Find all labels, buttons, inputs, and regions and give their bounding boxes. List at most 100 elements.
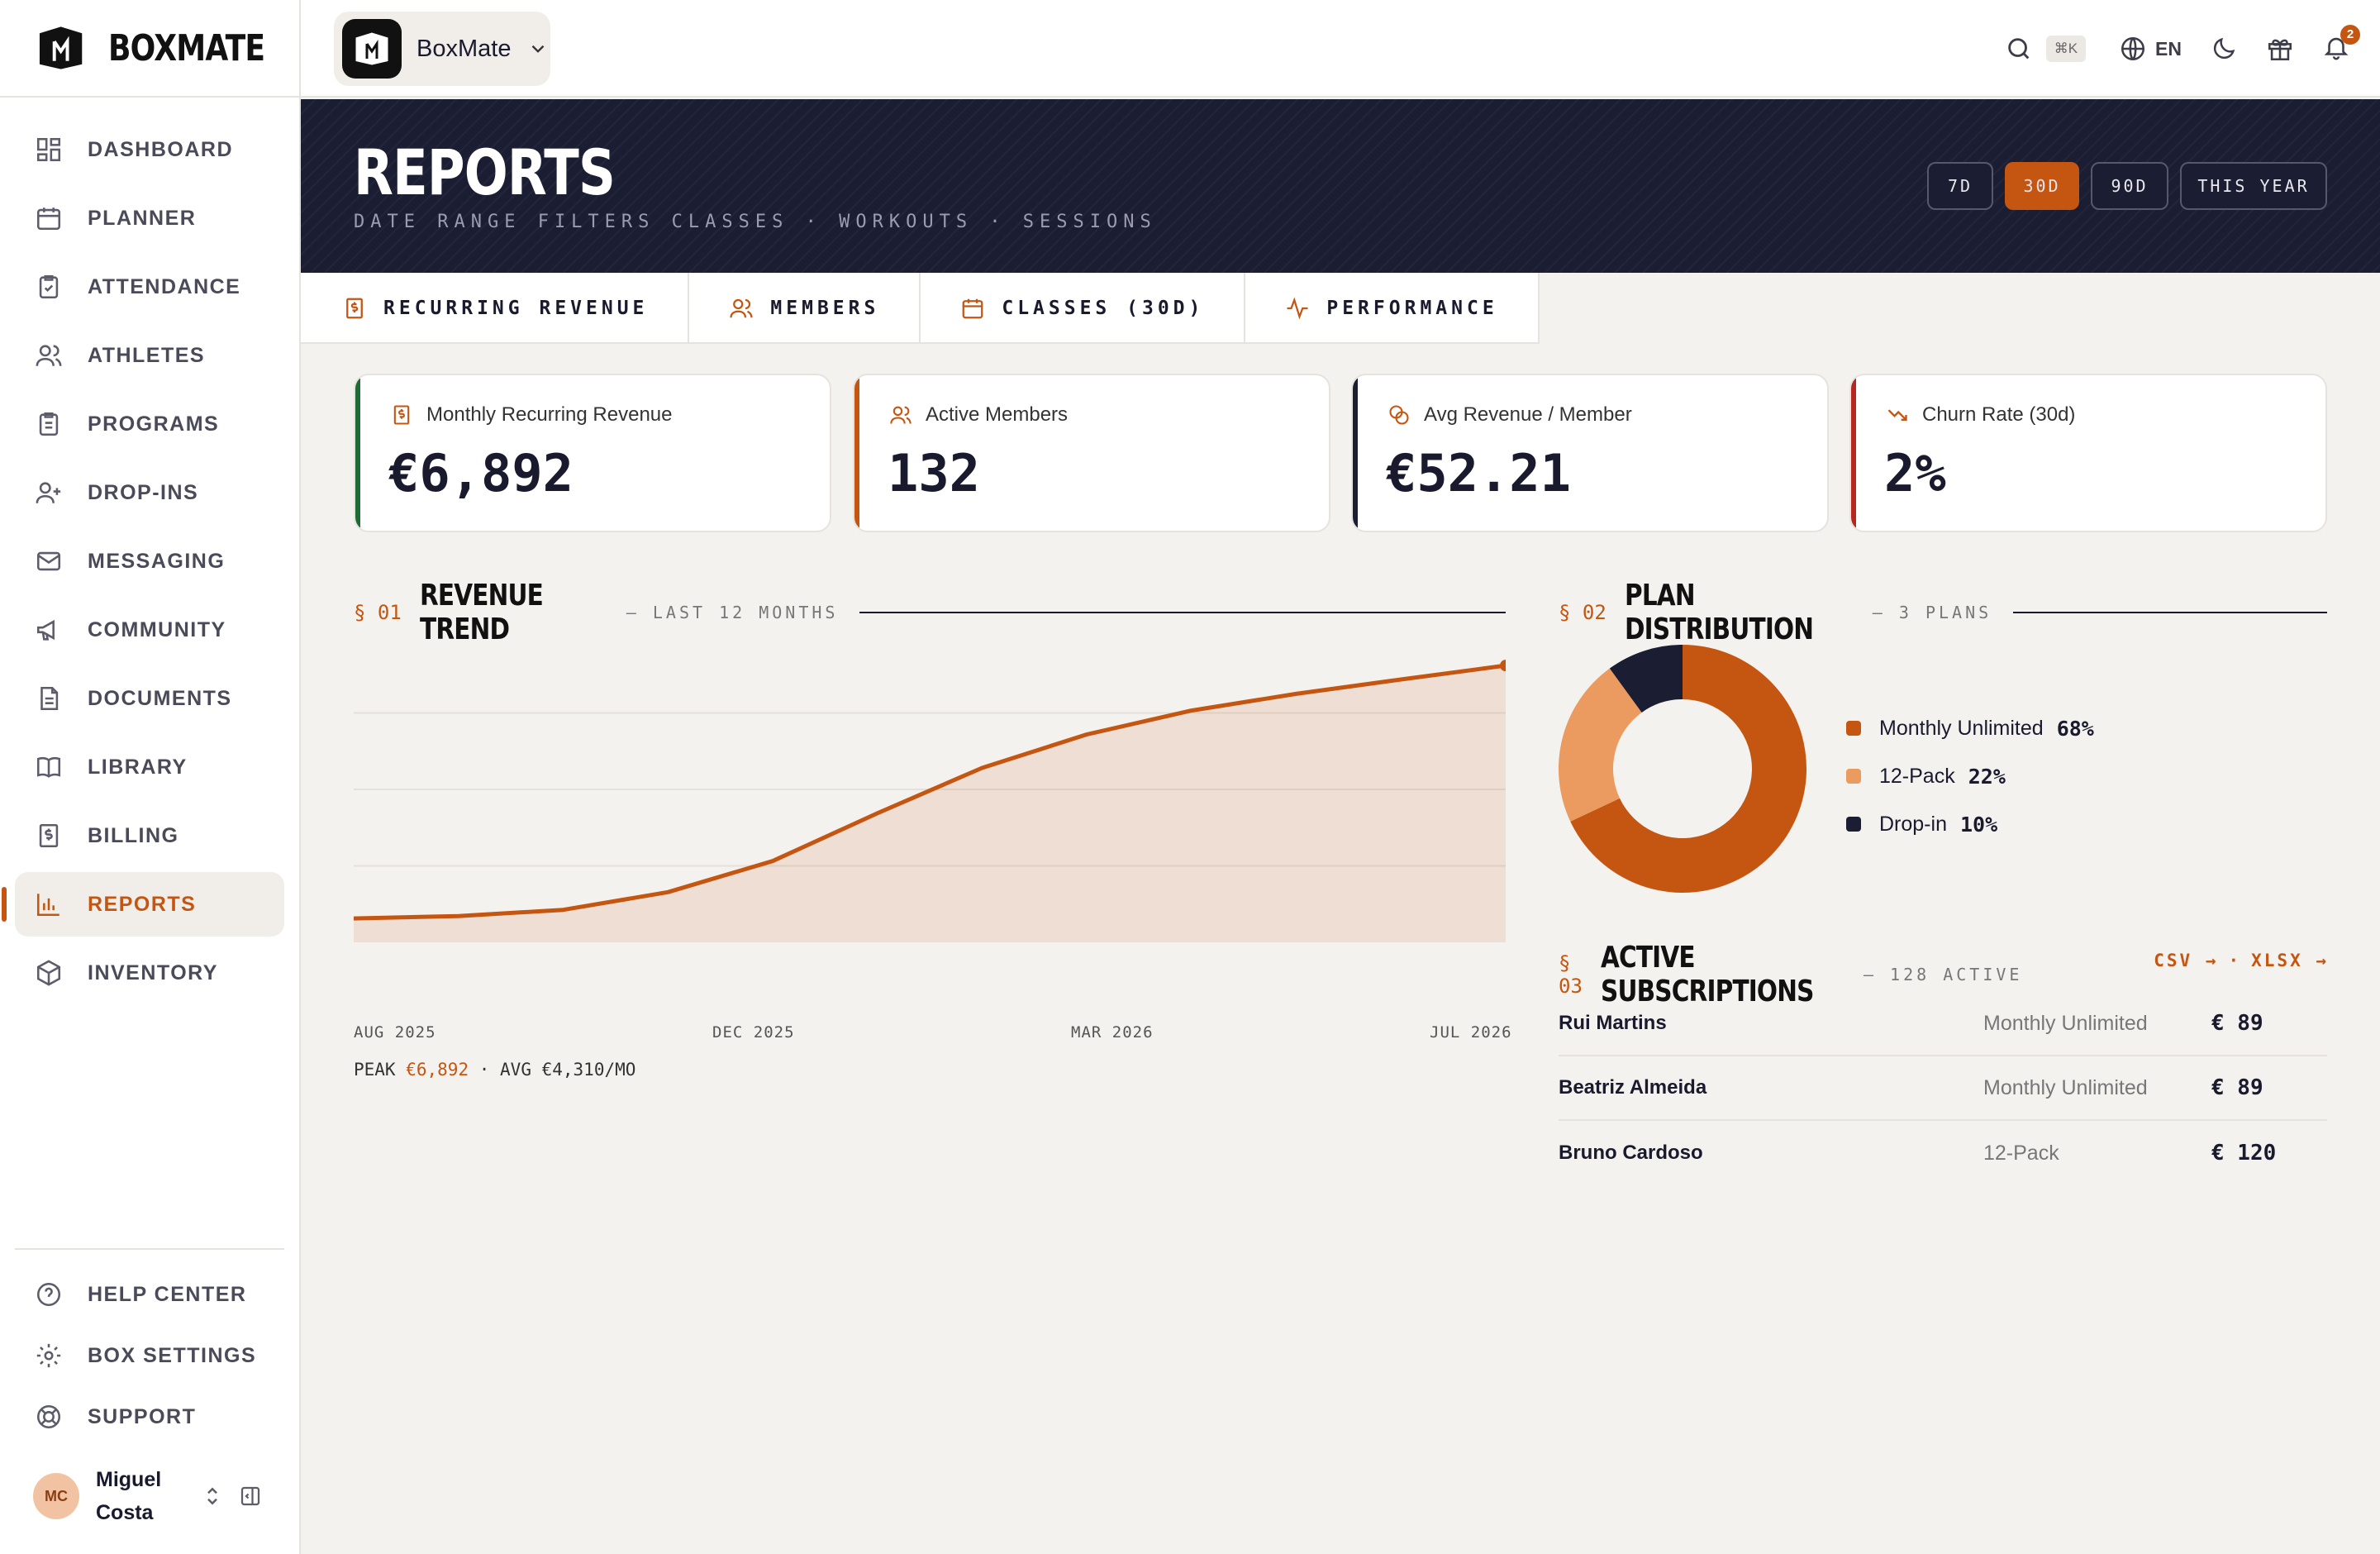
bell-icon (2324, 37, 2349, 60)
moon-icon[interactable] (2210, 35, 2238, 63)
x-tick-label: MAR 2026 (1071, 1023, 1154, 1042)
revenue-summary: PEAK €6,892 · AVG €4,310/MO (354, 1060, 635, 1080)
language-switcher[interactable]: EN (2119, 35, 2182, 63)
range-7d-button[interactable]: 7D (1927, 162, 1993, 210)
sidebar-item-label: INVENTORY (88, 961, 218, 984)
kpi-card-active-members: Active Members 132 (853, 374, 1330, 532)
sidebar-item-inventory[interactable]: INVENTORY (15, 941, 284, 1005)
range-90d-button[interactable]: 90D (2091, 162, 2168, 210)
box-switcher[interactable]: BoxMate (334, 12, 550, 86)
section-subtitle: — 128 ACTIVE (1863, 965, 2023, 984)
table-row[interactable]: Bruno Cardoso 12-Pack € 120 (1559, 1121, 2327, 1185)
tab-performance[interactable]: PERFORMANCE (1245, 273, 1540, 344)
kpi-card-churn-rate: Churn Rate (30d) 2% (1849, 374, 2327, 532)
tab-classes[interactable]: CLASSES (30D) (921, 273, 1246, 344)
collapse-sidebar-icon[interactable] (238, 1484, 263, 1509)
gift-icon[interactable] (2266, 35, 2294, 63)
user-name: Miguel Costa (96, 1463, 187, 1529)
legend-label: 12-Pack (1879, 764, 1955, 788)
users-icon (36, 345, 62, 366)
kpi-value: €6,892 (388, 443, 574, 503)
sidebar-item-athletes[interactable]: ATHLETES (15, 323, 284, 388)
sidebar: BOXMATE DASHBOARD PLANNER ATTENDANCE ATH… (0, 0, 301, 1554)
table-row[interactable]: Beatriz Almeida Monthly Unlimited € 89 (1559, 1056, 2327, 1121)
avg-value: · AVG €4,310/MO (478, 1060, 636, 1080)
tab-recurring-revenue[interactable]: RECURRING REVENUE (301, 273, 690, 344)
page-header: REPORTS DATE RANGE FILTERS CLASSES · WOR… (301, 99, 2380, 273)
sidebar-item-documents[interactable]: DOCUMENTS (15, 666, 284, 731)
sidebar-item-community[interactable]: COMMUNITY (15, 598, 284, 662)
lifebuoy-icon (36, 1404, 61, 1429)
box-logo (342, 19, 402, 79)
kpi-label: Monthly Recurring Revenue (426, 403, 673, 426)
donut-slice (1559, 668, 1642, 822)
tab-members[interactable]: MEMBERS (689, 273, 921, 344)
kpi-header: Active Members (889, 403, 1068, 427)
sidebar-item-reports[interactable]: REPORTS (2, 872, 284, 937)
legend-swatch (1846, 817, 1861, 832)
receipt-icon (346, 298, 363, 319)
kpi-label: Avg Revenue / Member (1424, 403, 1632, 426)
chevron-up-down-icon[interactable] (200, 1484, 225, 1509)
active-subscriptions-header: § 03 ACTIVE SUBSCRIPTIONS — 128 ACTIVE (1559, 941, 2021, 1008)
user-first-name: Miguel (96, 1468, 162, 1491)
peak-value: €6,892 (406, 1060, 469, 1080)
user-menu[interactable]: MC Miguel Costa (33, 1463, 281, 1529)
legend-label: Drop-in (1879, 812, 1947, 836)
tab-label: MEMBERS (770, 298, 880, 319)
receipt-icon (393, 405, 410, 425)
sidebar-item-support[interactable]: SUPPORT (15, 1387, 284, 1447)
sidebar-item-label: DOCUMENTS (88, 686, 232, 710)
notifications-button[interactable]: 2 (2322, 24, 2360, 65)
export-csv-link[interactable]: CSV → (2154, 951, 2219, 970)
range-this-year-button[interactable]: THIS YEAR (2180, 162, 2327, 210)
search-icon[interactable] (2005, 35, 2033, 63)
section-subtitle: — LAST 12 MONTHS (626, 603, 839, 622)
sidebar-item-billing[interactable]: BILLING (15, 803, 284, 868)
page-subtitle: DATE RANGE FILTERS CLASSES · WORKOUTS · … (354, 212, 1157, 232)
section-title: REVENUE TREND (419, 579, 544, 646)
section-number: § 02 (1559, 601, 1606, 624)
kpi-value: 132 (888, 443, 980, 503)
sidebar-item-library[interactable]: LIBRARY (15, 735, 284, 799)
tab-label: RECURRING REVENUE (383, 298, 649, 319)
book-icon (36, 756, 61, 778)
export-xlsx-link[interactable]: XLSX → (2251, 951, 2329, 970)
range-30d-button[interactable]: 30D (2005, 162, 2079, 210)
sidebar-item-box-settings[interactable]: BOX SETTINGS (15, 1326, 284, 1385)
export-links: CSV → · XLSX → (2144, 951, 2329, 970)
brand-name: BOXMATE (108, 26, 265, 69)
kpi-header: Monthly Recurring Revenue (390, 403, 672, 427)
sidebar-item-planner[interactable]: PLANNER (15, 186, 284, 250)
date-range-filter: 7D 30D 90D THIS YEAR (1916, 162, 2327, 210)
x-tick-label: DEC 2025 (712, 1023, 795, 1042)
brand[interactable]: BOXMATE (0, 0, 299, 98)
sidebar-item-dashboard[interactable]: DASHBOARD (15, 117, 284, 182)
document-icon (40, 686, 59, 711)
subscriber-name: Beatriz Almeida (1559, 1076, 1707, 1099)
mail-icon (36, 551, 61, 571)
section-number: § 01 (354, 601, 402, 624)
legend-value: 10% (1959, 812, 1998, 837)
legend-value: 22% (1968, 764, 2006, 789)
users-icon (730, 298, 754, 318)
trending-down-icon (1887, 409, 1907, 421)
sidebar-item-drop-ins[interactable]: DROP-INS (15, 460, 284, 525)
revenue-trend-header: § 01 REVENUE TREND — LAST 12 MONTHS (354, 579, 1506, 646)
notification-badge: 2 (2340, 24, 2360, 45)
sidebar-item-label: BILLING (88, 823, 179, 847)
sidebar-item-label: PLANNER (88, 206, 197, 230)
page-title: REPORTS (354, 136, 616, 209)
section-title-wrap: REVENUE TREND (420, 579, 623, 646)
coins-icon (1389, 405, 1409, 425)
sidebar-item-messaging[interactable]: MESSAGING (15, 529, 284, 593)
sidebar-item-attendance[interactable]: ATTENDANCE (15, 255, 284, 319)
table-row[interactable]: Rui Martins Monthly Unlimited € 89 (1559, 992, 2327, 1056)
sidebar-item-programs[interactable]: PROGRAMS (15, 392, 284, 456)
kpi-card-avg-revenue: Avg Revenue / Member €52.21 (1351, 374, 1829, 532)
top-bar: BoxMate ⌘K EN 2 (301, 0, 2380, 98)
revenue-line (354, 663, 1506, 921)
subscriptions-table: Rui Martins Monthly Unlimited € 89 Beatr… (1559, 992, 2327, 1185)
sidebar-item-label: REPORTS (88, 892, 197, 916)
sidebar-item-help-center[interactable]: HELP CENTER (15, 1265, 284, 1324)
